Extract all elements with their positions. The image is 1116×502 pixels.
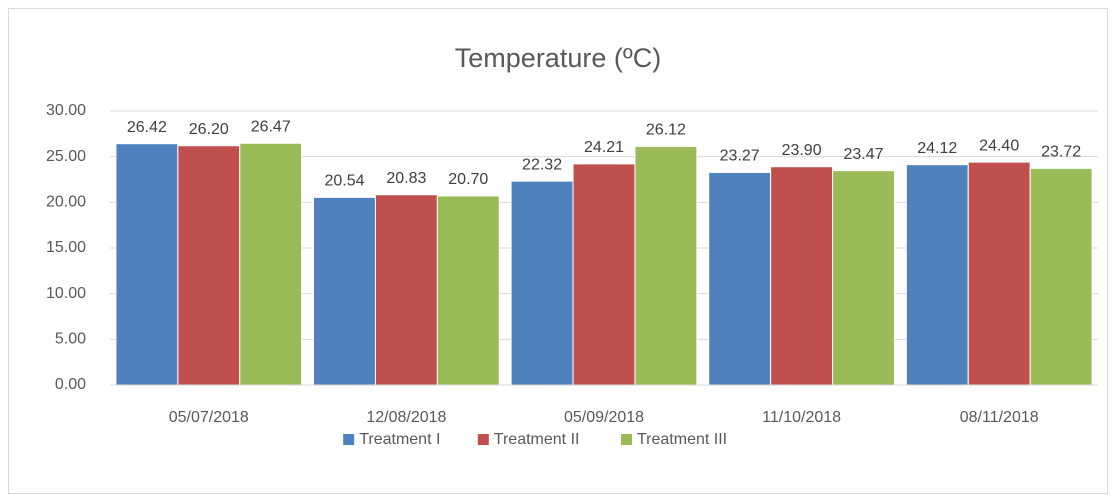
y-tick-label: 0.00 [55,376,86,393]
data-label: 23.72 [1041,144,1081,161]
x-tick-label: 11/10/2018 [762,409,841,426]
bar [905,164,969,386]
bar [374,194,438,386]
data-label: 26.20 [189,121,229,138]
legend-label: Treatment II [494,431,580,448]
bar [967,161,1031,386]
bar [1029,167,1093,386]
legend-label: Treatment I [359,431,440,448]
x-tick-label: 05/09/2018 [564,409,644,426]
y-tick-label: 25.00 [46,148,86,165]
data-label: 26.12 [646,122,686,139]
data-label: 23.47 [843,146,883,163]
bar [832,170,895,386]
bar [572,163,636,386]
x-tick-label: 05/07/2018 [169,409,249,426]
y-tick-label: 30.00 [46,102,86,119]
bar [634,145,698,386]
bar [115,143,179,386]
bar [770,166,834,386]
legend-swatch [343,434,355,445]
y-tick-label: 10.00 [46,285,86,302]
data-label: 20.54 [324,173,364,190]
bar [510,180,574,386]
data-label: 26.42 [127,119,167,136]
data-label: 20.70 [448,171,488,188]
data-label: 23.27 [720,148,760,165]
x-tick-label: 08/11/2018 [960,409,1039,426]
data-label: 22.32 [522,156,562,173]
y-tick-label: 5.00 [55,331,86,348]
legend-swatch [477,434,489,445]
data-label: 24.21 [584,139,624,156]
bar [708,171,772,386]
bar [313,196,376,386]
y-tick-label: 20.00 [46,194,86,211]
y-tick-label: 15.00 [46,239,86,256]
data-label: 23.90 [782,142,822,159]
data-label: 20.83 [386,170,426,187]
data-label: 24.40 [979,137,1019,154]
x-tick-label: 12/08/2018 [366,409,446,426]
bar [436,195,500,386]
data-label: 26.47 [251,118,291,135]
bar [177,145,241,386]
legend-label: Treatment III [637,431,727,448]
bar [239,142,303,386]
data-label: 24.12 [917,140,957,157]
legend-swatch [621,434,632,445]
chart-title: Temperature (ºC) [455,43,661,73]
